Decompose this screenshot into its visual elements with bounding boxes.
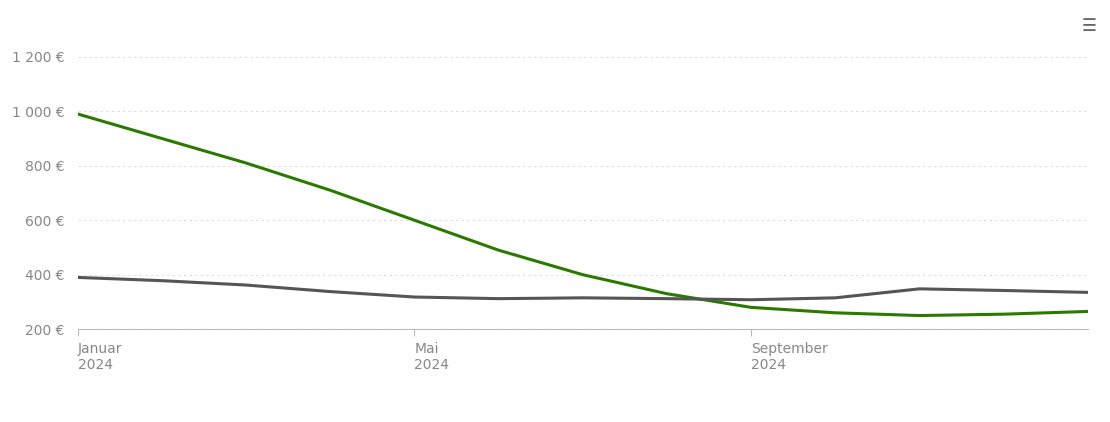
Text: ☰: ☰ (1082, 17, 1097, 35)
Legend: lose Ware, Sackware: lose Ware, Sackware (465, 420, 700, 422)
